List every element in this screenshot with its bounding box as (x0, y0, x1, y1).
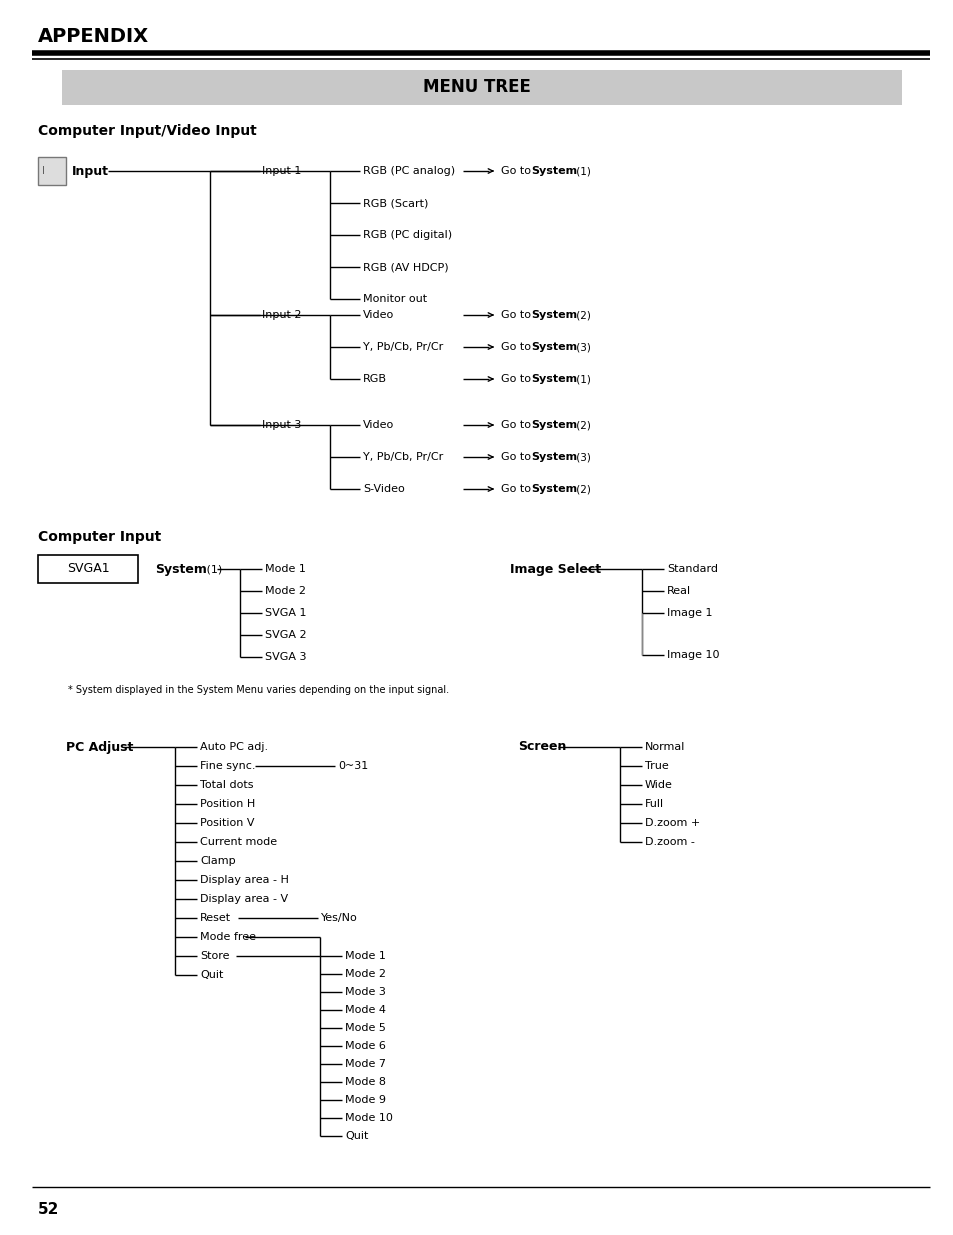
Text: D.zoom +: D.zoom + (644, 818, 700, 827)
Text: Standard: Standard (666, 564, 718, 574)
Text: Monitor out: Monitor out (363, 294, 427, 304)
Text: System: System (531, 342, 577, 352)
Text: Display area - V: Display area - V (200, 894, 288, 904)
Text: Mode 7: Mode 7 (345, 1058, 386, 1070)
Text: D.zoom -: D.zoom - (644, 837, 694, 847)
Text: Y, Pb/Cb, Pr/Cr: Y, Pb/Cb, Pr/Cr (363, 342, 443, 352)
Text: Image 10: Image 10 (666, 650, 719, 659)
Text: RGB (AV HDCP): RGB (AV HDCP) (363, 262, 448, 272)
Text: (2): (2) (573, 420, 590, 430)
Text: System: System (531, 374, 577, 384)
Text: Current mode: Current mode (200, 837, 276, 847)
Text: I: I (42, 165, 45, 177)
Text: SVGA 1: SVGA 1 (265, 608, 306, 618)
Text: Go to: Go to (500, 165, 534, 177)
Text: Mode 5: Mode 5 (345, 1023, 385, 1032)
Text: Input: Input (71, 164, 109, 178)
Text: (2): (2) (573, 310, 590, 320)
Text: Mode 10: Mode 10 (345, 1113, 393, 1123)
Text: SVGA 3: SVGA 3 (265, 652, 306, 662)
Text: (2): (2) (573, 484, 590, 494)
Text: Mode free: Mode free (200, 932, 255, 942)
Text: Input 3: Input 3 (262, 420, 301, 430)
Text: (1): (1) (573, 374, 590, 384)
Text: (3): (3) (573, 342, 590, 352)
Text: RGB (PC digital): RGB (PC digital) (363, 230, 452, 240)
Text: Mode 8: Mode 8 (345, 1077, 386, 1087)
Text: PC Adjust: PC Adjust (66, 741, 133, 753)
Text: 52: 52 (38, 1202, 59, 1216)
Text: Mode 2: Mode 2 (265, 585, 306, 597)
Text: Mode 6: Mode 6 (345, 1041, 385, 1051)
Bar (38, 157, 66, 185)
Text: Position H: Position H (200, 799, 255, 809)
Text: Real: Real (666, 585, 690, 597)
Text: System: System (531, 420, 577, 430)
Text: Go to: Go to (500, 342, 534, 352)
Text: Normal: Normal (644, 742, 684, 752)
Text: Wide: Wide (644, 781, 672, 790)
Text: System: System (531, 452, 577, 462)
Text: Total dots: Total dots (200, 781, 253, 790)
Text: Input 1: Input 1 (262, 165, 301, 177)
Text: Y, Pb/Cb, Pr/Cr: Y, Pb/Cb, Pr/Cr (363, 452, 443, 462)
Text: S-Video: S-Video (363, 484, 404, 494)
Text: Mode 9: Mode 9 (345, 1095, 386, 1105)
Text: MENU TREE: MENU TREE (422, 78, 531, 96)
Text: Clamp: Clamp (200, 856, 235, 866)
Text: System: System (154, 562, 207, 576)
Text: * System displayed in the System Menu varies depending on the input signal.: * System displayed in the System Menu va… (68, 685, 449, 695)
Text: Image 1: Image 1 (666, 608, 712, 618)
Text: Video: Video (363, 420, 394, 430)
Text: Reset: Reset (200, 913, 231, 923)
Text: APPENDIX: APPENDIX (38, 27, 149, 47)
Text: SVGA 2: SVGA 2 (265, 630, 306, 640)
Text: Mode 1: Mode 1 (345, 951, 385, 961)
Text: Mode 3: Mode 3 (345, 987, 385, 997)
Text: SVGA1: SVGA1 (67, 562, 110, 576)
Text: Go to: Go to (500, 310, 534, 320)
Text: Mode 2: Mode 2 (345, 969, 386, 979)
Text: Go to: Go to (500, 420, 534, 430)
Text: (3): (3) (573, 452, 590, 462)
Text: Input 2: Input 2 (262, 310, 301, 320)
Text: Computer Input/Video Input: Computer Input/Video Input (38, 124, 256, 138)
Text: Mode 4: Mode 4 (345, 1005, 386, 1015)
Text: Auto PC adj.: Auto PC adj. (200, 742, 268, 752)
Text: Fine sync.: Fine sync. (200, 761, 255, 771)
Text: Computer Input: Computer Input (38, 530, 161, 543)
Text: Video: Video (363, 310, 394, 320)
Text: Display area - H: Display area - H (200, 876, 289, 885)
Bar (62, 70, 901, 105)
Text: RGB (PC analog): RGB (PC analog) (363, 165, 455, 177)
Text: Screen: Screen (517, 741, 566, 753)
Text: Go to: Go to (500, 452, 534, 462)
Text: System: System (531, 165, 577, 177)
Bar (38, 555, 138, 583)
Text: True: True (644, 761, 668, 771)
Text: System: System (531, 310, 577, 320)
Text: Go to: Go to (500, 484, 534, 494)
Text: Full: Full (644, 799, 663, 809)
Text: RGB (Scart): RGB (Scart) (363, 198, 428, 207)
Text: Store: Store (200, 951, 230, 961)
Text: (1): (1) (573, 165, 590, 177)
Text: Quit: Quit (200, 969, 223, 981)
Text: Yes/No: Yes/No (320, 913, 357, 923)
Text: 0~31: 0~31 (337, 761, 368, 771)
Text: RGB: RGB (363, 374, 387, 384)
Text: Position V: Position V (200, 818, 254, 827)
Text: Mode 1: Mode 1 (265, 564, 306, 574)
Text: Quit: Quit (345, 1131, 368, 1141)
Text: System: System (531, 484, 577, 494)
Text: (1): (1) (203, 564, 222, 574)
Text: Image Select: Image Select (510, 562, 600, 576)
Text: Go to: Go to (500, 374, 534, 384)
